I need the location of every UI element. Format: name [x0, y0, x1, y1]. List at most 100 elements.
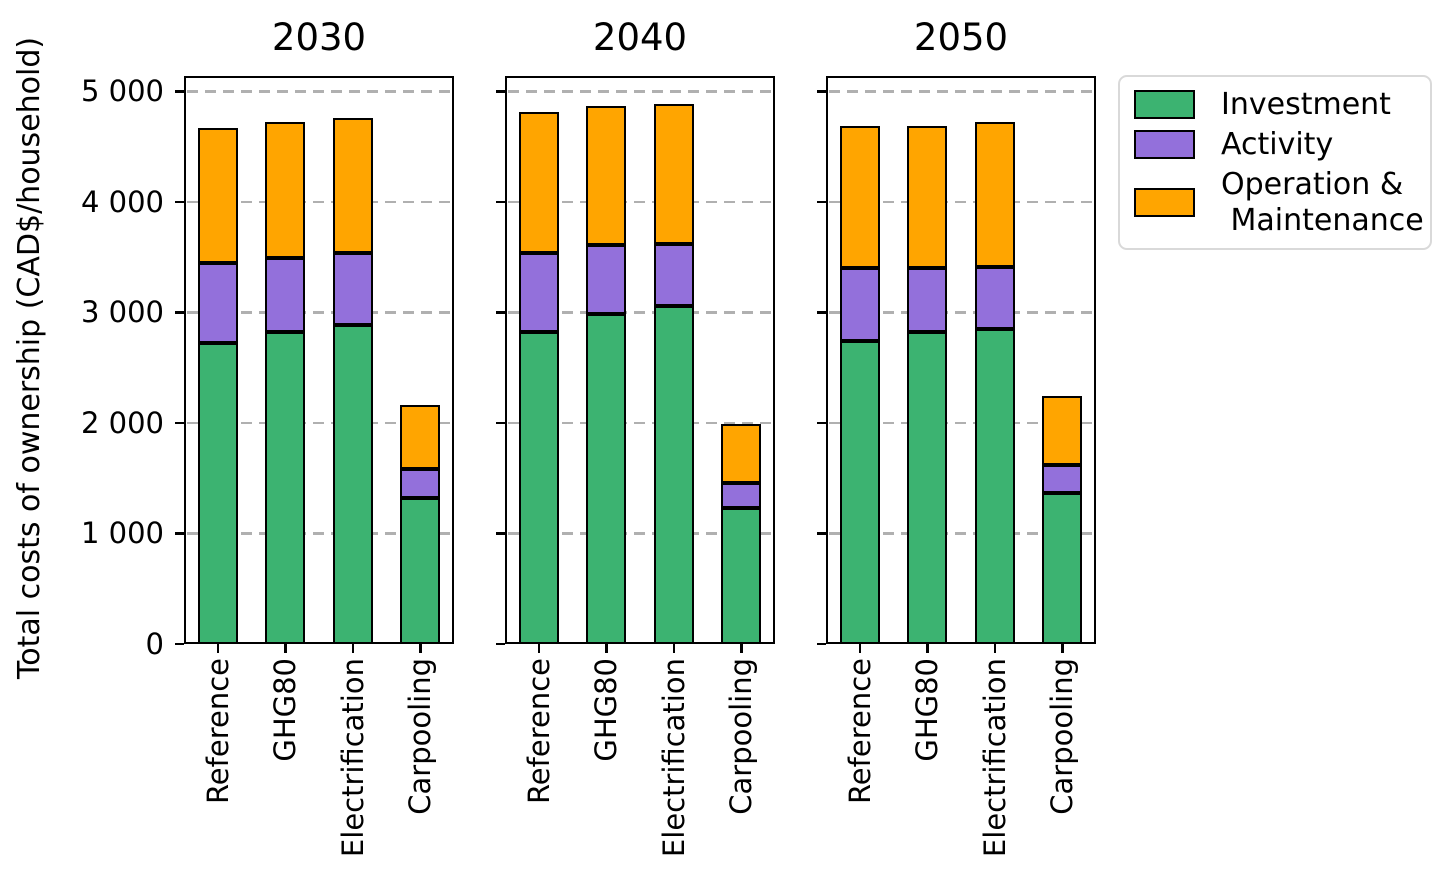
bar-segment-activity: [197, 262, 238, 344]
panel-title: 2030: [271, 16, 367, 59]
bar-segment-operation-maintenance: [839, 125, 880, 269]
bar-segment-activity: [518, 252, 559, 333]
y-tick-mark: [496, 532, 505, 535]
x-tick-label: Carpooling: [724, 658, 759, 815]
y-tick-mark: [817, 532, 826, 535]
y-tick-mark: [496, 90, 505, 93]
gridline: [187, 90, 451, 93]
gridline: [829, 90, 1093, 93]
x-tick-mark: [993, 644, 996, 653]
x-tick-label: GHG80: [910, 658, 945, 762]
y-tick-mark: [817, 642, 826, 646]
y-tick-mark: [496, 421, 505, 425]
plot-panel-2050: [826, 76, 1096, 644]
y-tick-label: 0: [145, 627, 164, 661]
bar-segment-operation-maintenance: [400, 405, 441, 470]
bar-segment-investment: [265, 332, 306, 644]
gridline: [829, 311, 1093, 314]
x-tick-label: Electrification: [656, 658, 691, 858]
legend: Investment Activity Operation & Maintenanc…: [1118, 75, 1432, 250]
gridline: [187, 200, 451, 204]
x-tick-label: Reference: [521, 658, 556, 805]
legend-swatch-activity: [1134, 130, 1195, 160]
y-tick-mark: [817, 200, 826, 204]
legend-label: Activity: [1221, 127, 1334, 163]
y-axis-label: Total costs of ownership (CAD$/household…: [12, 36, 47, 680]
y-tick-mark: [175, 532, 184, 535]
gridline: [829, 421, 1093, 425]
bar-segment-operation-maintenance: [653, 103, 694, 244]
legend-label: Operation & Maintenance: [1221, 167, 1424, 238]
x-tick-mark: [926, 644, 929, 653]
gridline: [508, 421, 772, 425]
x-tick-mark: [284, 644, 287, 653]
bar-segment-operation-maintenance: [586, 105, 627, 246]
bar-segment-operation-maintenance: [265, 122, 306, 259]
gridline: [508, 532, 772, 535]
y-tick-label: 4 000: [80, 184, 164, 219]
legend-item: Activity: [1134, 127, 1416, 162]
x-tick-label: Reference: [842, 658, 877, 805]
y-tick-mark: [175, 311, 184, 314]
panel-title: 2050: [913, 16, 1009, 59]
bar-segment-investment: [400, 498, 441, 644]
bar-segment-investment: [586, 313, 627, 644]
y-tick-mark: [817, 90, 826, 93]
bar-segment-investment: [518, 332, 559, 644]
legend-swatch-operation-maintenance: [1134, 188, 1195, 218]
bar-segment-investment: [653, 305, 694, 644]
x-tick-label: GHG80: [268, 658, 303, 762]
legend-swatch-investment: [1134, 90, 1195, 120]
bar-segment-activity: [265, 258, 306, 333]
bar-segment-operation-maintenance: [907, 125, 948, 269]
legend-item: Operation & Maintenance: [1134, 167, 1424, 238]
y-tick-mark: [175, 421, 184, 425]
x-tick-label: Reference: [200, 658, 235, 805]
bar-segment-operation-maintenance: [197, 127, 238, 263]
y-tick-label: 5 000: [80, 74, 164, 109]
x-tick-mark: [605, 644, 608, 653]
bar-segment-operation-maintenance: [518, 112, 559, 253]
gridline: [508, 200, 772, 204]
x-tick-mark: [351, 644, 354, 653]
y-tick-mark: [817, 311, 826, 314]
x-tick-mark: [858, 644, 861, 653]
x-tick-mark: [419, 644, 422, 653]
gridline: [187, 421, 451, 425]
gridline: [187, 532, 451, 535]
x-tick-label: Electrification: [335, 658, 370, 858]
x-tick-label: GHG80: [589, 658, 624, 762]
bar-segment-operation-maintenance: [721, 424, 762, 483]
bar-segment-activity: [721, 482, 762, 509]
x-tick-label: Carpooling: [1045, 658, 1080, 815]
x-tick-mark: [216, 644, 219, 653]
bar-segment-investment: [332, 324, 373, 644]
x-tick-mark: [1061, 644, 1064, 653]
legend-item: Investment: [1134, 87, 1416, 122]
bar-segment-investment: [974, 329, 1015, 644]
x-tick-mark: [537, 644, 540, 653]
gridline: [508, 90, 772, 93]
plot-panel-2030: [184, 76, 454, 644]
bar-segment-operation-maintenance: [1042, 396, 1083, 465]
bar-segment-investment: [197, 343, 238, 644]
bar-segment-investment: [839, 341, 880, 644]
bar-segment-activity: [332, 252, 373, 325]
y-tick-mark: [175, 642, 184, 646]
y-tick-mark: [496, 200, 505, 204]
x-tick-mark: [672, 644, 675, 653]
x-tick-label: Electrification: [977, 658, 1012, 858]
y-tick-mark: [496, 311, 505, 314]
bar-segment-operation-maintenance: [332, 117, 373, 253]
y-tick-mark: [175, 90, 184, 93]
y-tick-mark: [496, 642, 505, 646]
y-tick-label: 1 000: [80, 516, 164, 551]
gridline: [508, 311, 772, 314]
panel-title: 2040: [592, 16, 688, 59]
plot-panel-2040: [505, 76, 775, 644]
bar-segment-investment: [721, 508, 762, 644]
legend-label: Investment: [1221, 87, 1391, 122]
bar-segment-activity: [586, 245, 627, 314]
gridline: [829, 532, 1093, 535]
